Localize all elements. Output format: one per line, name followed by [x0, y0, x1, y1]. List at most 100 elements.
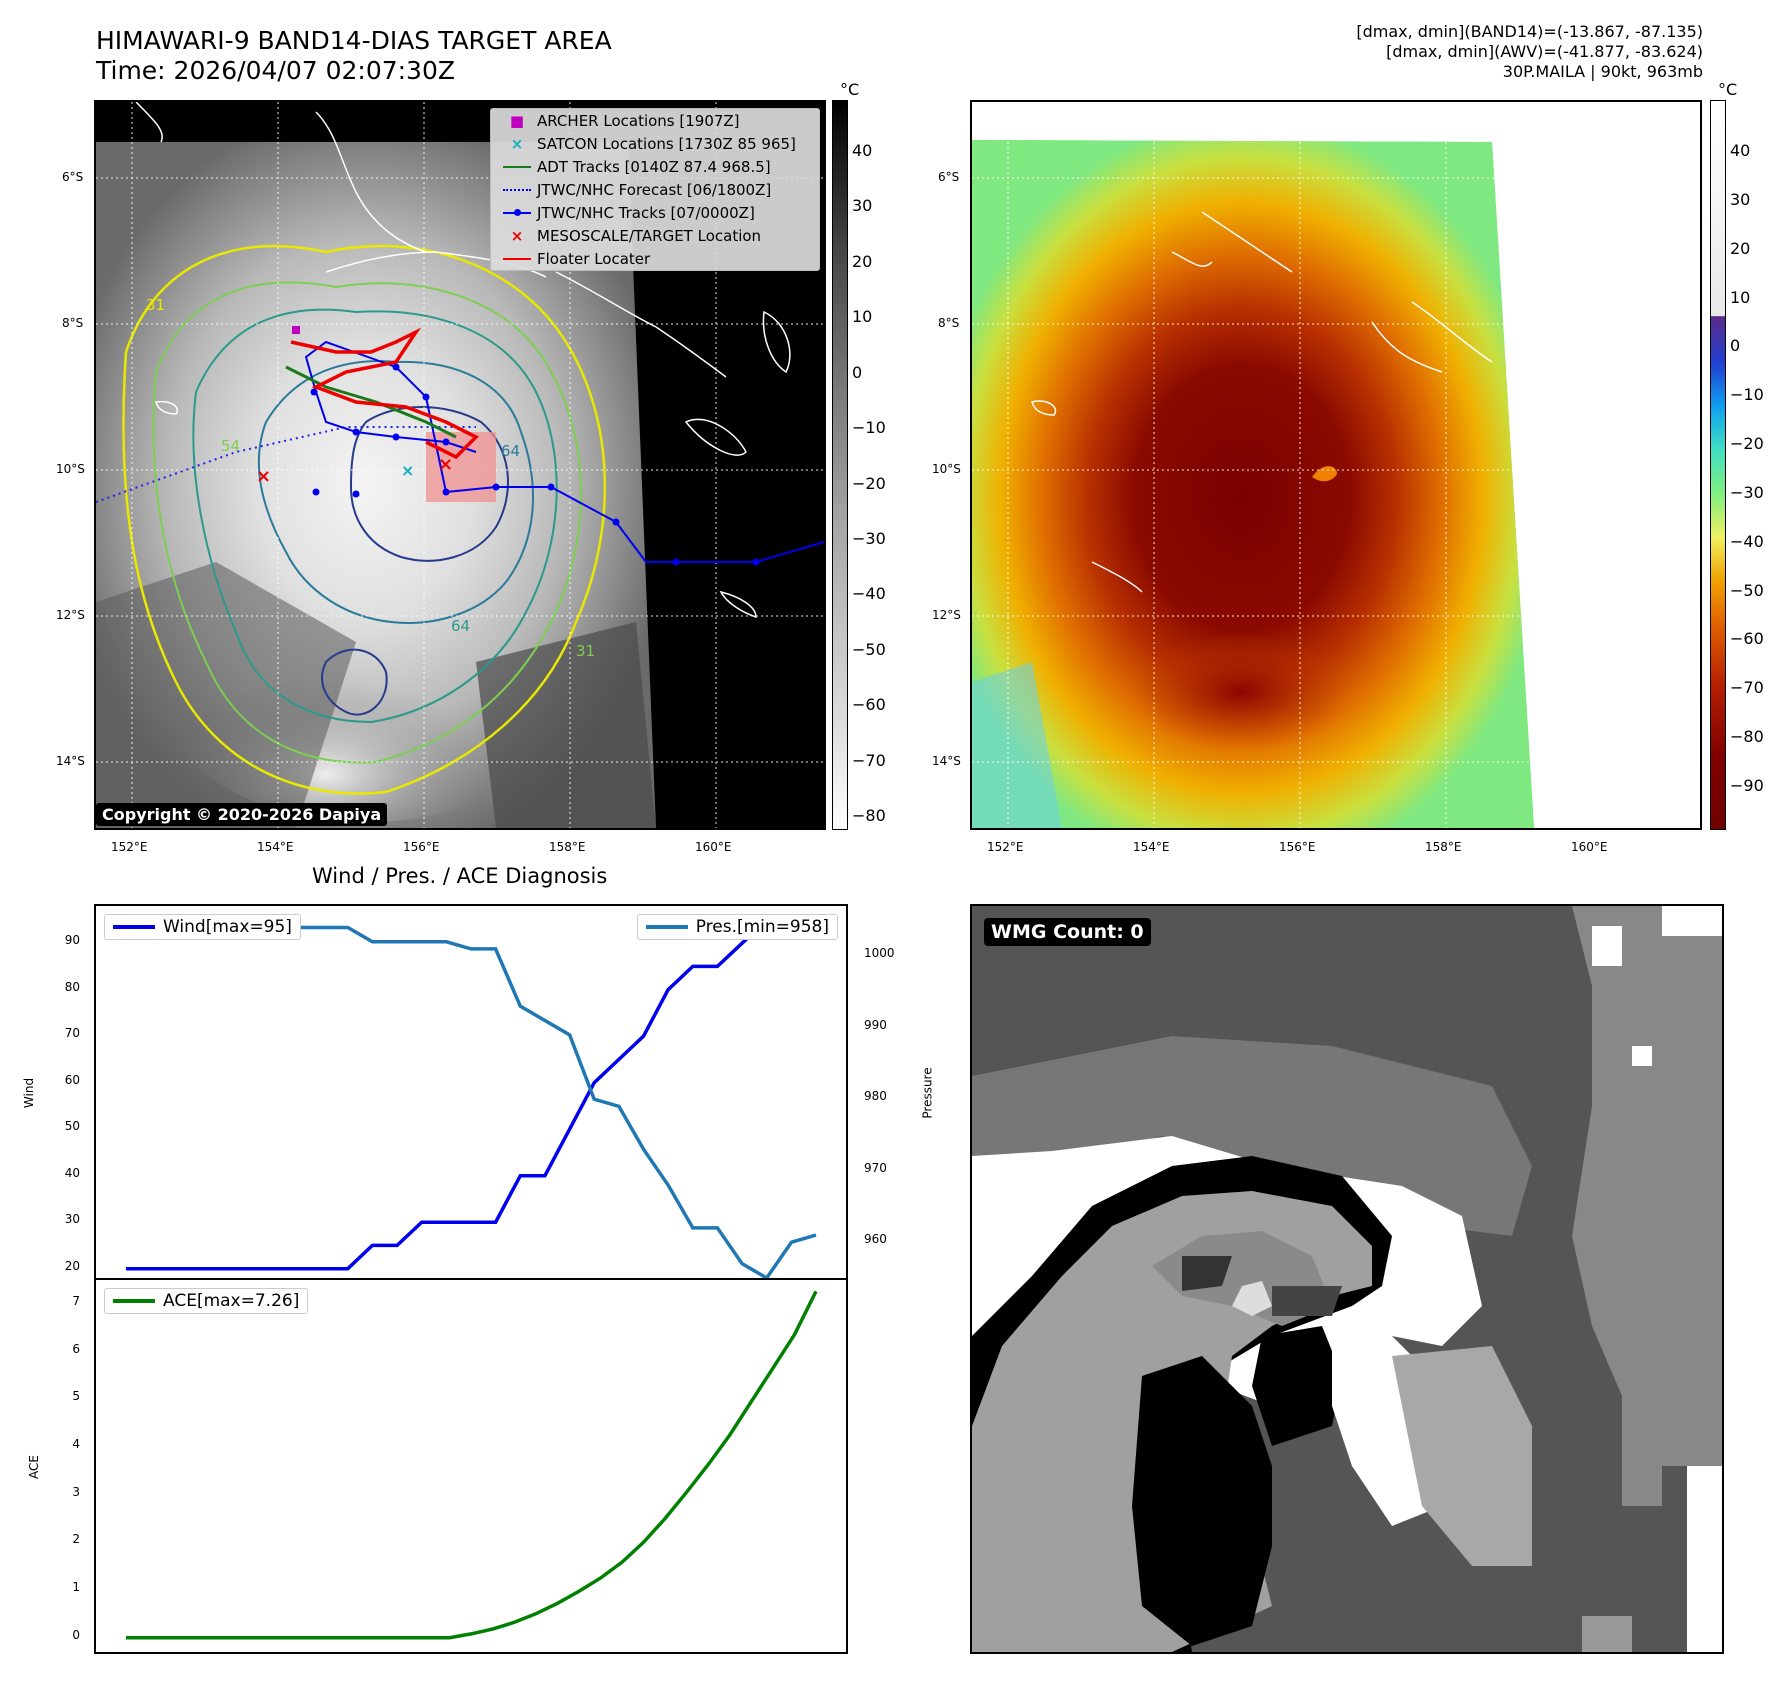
ace-ylabel: ACE: [26, 1455, 41, 1479]
lat-label: 14°S: [932, 754, 961, 768]
svg-text:×: ×: [438, 454, 453, 475]
lat-label: 14°S: [56, 754, 85, 768]
wind-ylabel: Wind: [22, 1077, 37, 1109]
ace-ytick: 3: [72, 1484, 80, 1499]
pres-legend: Pres.[min=958]: [636, 914, 838, 940]
colorbar-tick: 30: [852, 196, 873, 216]
colorbar-tick: −10: [1730, 385, 1764, 405]
contour-label: 64: [451, 617, 471, 635]
pres-ytick: 990: [864, 1017, 887, 1032]
info-storm: 30P.MAILA | 90kt, 963mb: [1502, 62, 1703, 81]
wind-legend: Wind[max=95]: [104, 914, 301, 940]
lat-label: 12°S: [56, 608, 85, 622]
colorbar-tick: −30: [852, 528, 886, 548]
legend-label: MESOSCALE/TARGET Location: [537, 226, 762, 245]
ir-map-panel: × × × 31 54 64 31 64 ■ ARCHER Locations […: [94, 100, 826, 830]
awv-map-panel: [970, 100, 1702, 830]
figure-time: Time: 2026/04/07 02:07:30Z: [96, 56, 455, 85]
ace-ytick: 1: [72, 1580, 80, 1594]
pres-legend-label: Pres.[min=958]: [695, 917, 829, 937]
wind-ytick: 50: [64, 1119, 80, 1134]
ace-yticks: 0 1 2 3 4 5 6 7: [40, 1278, 90, 1654]
ace-plot: [126, 1290, 818, 1640]
lat-label: 6°S: [62, 170, 84, 184]
legend-item: ADT Tracks [0140Z 87.4 968.5]: [491, 155, 819, 178]
legend-label: Floater Locater: [537, 249, 651, 268]
colorbar-tick: 30: [1730, 189, 1751, 209]
colorbar-tick: −20: [1730, 434, 1764, 454]
wind-pres-plot: [126, 918, 817, 1278]
colorbar-tick: 20: [1730, 238, 1751, 258]
legend-symbol: ■: [509, 111, 525, 130]
pres-ytick: 980: [864, 1089, 887, 1104]
ace-series-line: [126, 1290, 818, 1640]
wind-ytick: 40: [64, 1165, 80, 1180]
lat-label: 6°S: [938, 170, 960, 184]
contour-label: 54: [221, 437, 241, 455]
legend-item: JTWC/NHC Tracks [07/0000Z]: [491, 201, 819, 224]
wind-ytick: 80: [64, 979, 80, 994]
lon-label: 160°E: [695, 840, 732, 854]
legend-item: Floater Locater: [491, 247, 819, 270]
legend-symbol: [497, 165, 537, 168]
legend-item: JTWC/NHC Forecast [06/1800Z]: [491, 178, 819, 201]
ir-colorbar-ticks: 40 30 20 10 0 −10 −20 −30 −40 −50 −60 −70 −80: [852, 100, 912, 830]
colorbar-tick: −50: [852, 639, 886, 659]
colorbar-tick: −10: [852, 418, 886, 438]
ir-colorbar: [832, 100, 848, 830]
ace-panel: ACE[max=7.26]: [94, 1278, 848, 1654]
wind-ytick: 70: [64, 1026, 80, 1041]
ace-ytick: 7: [72, 1293, 80, 1308]
legend-label: ARCHER Locations [1907Z]: [537, 111, 740, 130]
lon-label: 152°E: [111, 840, 148, 854]
pres-ytick: 960: [864, 1232, 887, 1247]
legend-symbol: [497, 208, 537, 216]
colorbar-tick: 10: [1730, 287, 1751, 307]
lon-label: 158°E: [1425, 840, 1462, 854]
legend-symbol: [497, 188, 537, 191]
colorbar-tick: 10: [852, 307, 873, 327]
ace-legend-swatch: [113, 1299, 155, 1303]
legend-item: × SATCON Locations [1730Z 85 965]: [491, 132, 819, 155]
colorbar-tick: −80: [852, 806, 886, 825]
wmg-image: [972, 906, 1722, 1652]
colorbar-tick: −30: [1730, 482, 1764, 502]
pres-ytick: 970: [864, 1160, 887, 1175]
lat-label: 12°S: [932, 608, 961, 622]
ace-ytick: 0: [72, 1627, 80, 1642]
ace-ytick: 6: [72, 1341, 80, 1356]
pres-series-line: [126, 918, 817, 1278]
colorbar-tick: −70: [852, 750, 886, 770]
wind-legend-label: Wind[max=95]: [163, 917, 292, 937]
wind-ytick: 90: [64, 933, 80, 948]
copyright-label: Copyright © 2020-2026 Dapiya: [96, 803, 388, 826]
lon-label: 156°E: [1279, 840, 1316, 854]
awv-colorbar: [1710, 100, 1726, 830]
colorbar-unit: °C: [840, 80, 860, 99]
awv-map-image: [972, 102, 1700, 828]
svg-text:×: ×: [256, 466, 271, 487]
wind-pres-panel: Wind[max=95] Pres.[min=958]: [94, 904, 848, 1280]
wind-series-line: [126, 918, 816, 1271]
wind-yticks: 20 30 40 50 60 70 80 90: [40, 904, 90, 1280]
lon-label: 160°E: [1571, 840, 1608, 854]
legend-item: ■ ARCHER Locations [1907Z]: [491, 109, 819, 132]
lon-label: 156°E: [403, 840, 440, 854]
contour-label: 31: [146, 296, 166, 314]
legend-label: ADT Tracks [0140Z 87.4 968.5]: [537, 157, 771, 176]
awv-colorbar-ticks: 40 30 20 10 0 −10 −20 −30 −40 −50 −60 −70 −80 −90: [1730, 100, 1786, 830]
ace-ytick: 4: [72, 1436, 80, 1451]
wmg-panel: WMG Count: 0: [970, 904, 1724, 1654]
contour-label: 64: [501, 442, 521, 460]
colorbar-unit: °C: [1718, 80, 1738, 99]
wind-legend-swatch: [113, 925, 155, 929]
legend-label: JTWC/NHC Forecast [06/1800Z]: [537, 180, 772, 199]
legend-label: JTWC/NHC Tracks [07/0000Z]: [537, 203, 755, 222]
colorbar-tick: −40: [852, 584, 886, 604]
lon-label: 152°E: [987, 840, 1024, 854]
wind-ytick: 60: [64, 1072, 80, 1087]
contour-label: 31: [576, 642, 596, 660]
legend-symbol: [497, 257, 537, 260]
pres-yticks: 960 970 980 990 1000: [856, 904, 916, 1280]
colorbar-tick: −40: [1730, 531, 1764, 551]
